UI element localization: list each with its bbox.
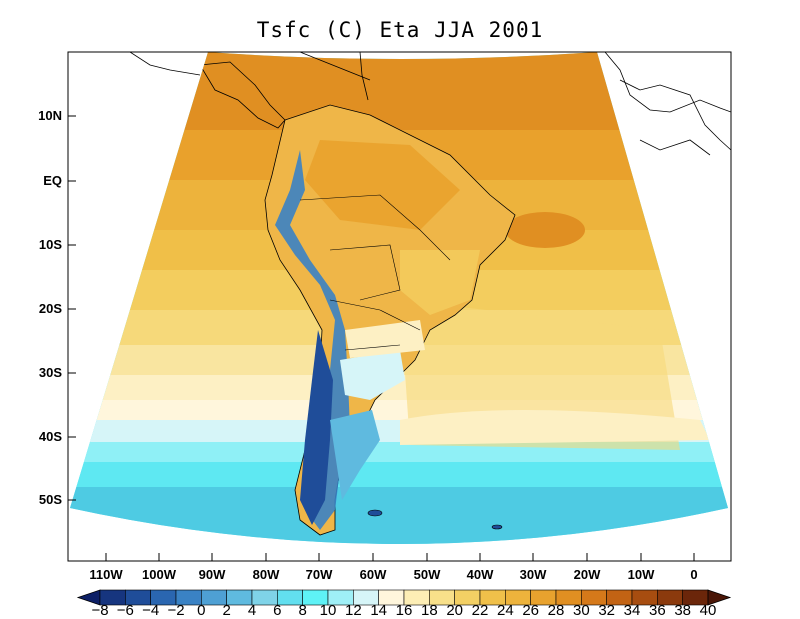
colorbar-label: −8: [91, 602, 109, 619]
lon-label-10w: 10W: [627, 567, 655, 582]
lat-label-30s: 30S: [38, 365, 62, 380]
plot-frame: [67, 51, 732, 562]
colorbar-label: 10: [319, 602, 337, 619]
lat-label-50s: 50S: [38, 492, 62, 507]
lon-label-20w: 20W: [573, 567, 601, 582]
colorbar-label: 20: [446, 602, 463, 619]
lon-label-60w: 60W: [359, 567, 387, 582]
central-america-land: [199, 61, 286, 129]
colorbar-label: 32: [598, 602, 615, 619]
colorbar-label: 8: [298, 602, 307, 619]
lon-ticks: [105, 553, 695, 561]
colorbar-label: 0: [197, 602, 206, 619]
colorbar-label: 16: [395, 602, 413, 619]
colorbar-label: 26: [522, 602, 539, 619]
colorbar-label: 30: [572, 602, 590, 619]
colorbar-label: 22: [471, 602, 489, 619]
colorbar-label: −2: [167, 602, 185, 619]
falklands: [367, 509, 383, 517]
lon-label-80w: 80W: [252, 567, 280, 582]
colorbar-label: −6: [116, 602, 134, 619]
colorbar-label: 6: [273, 602, 282, 619]
lon-label-30w: 30W: [519, 567, 547, 582]
colorbar-label: 4: [247, 602, 257, 619]
colorbar-label: 24: [496, 602, 514, 619]
lon-label-90w: 90W: [198, 567, 226, 582]
lon-label-0: 0: [690, 567, 698, 582]
colorbar-label: 18: [420, 602, 438, 619]
lat-ticks: [68, 115, 76, 501]
lon-label-110w: 110W: [89, 567, 123, 582]
colorbar-label: 14: [370, 602, 387, 619]
lon-label-50w: 50W: [413, 567, 441, 582]
chart-title: Tsfc (C) Eta JJA 2001: [256, 18, 544, 42]
lat-label-40s: 40S: [38, 429, 62, 444]
colorbar-label: 38: [674, 602, 691, 619]
lat-label-20s: 20S: [38, 301, 62, 316]
colorbar-label: 12: [344, 602, 362, 619]
lat-label-eq: EQ: [43, 173, 62, 188]
colorbar-arrow-high: [707, 589, 732, 606]
lat-label-10n: 10N: [38, 108, 62, 123]
colorbar-label: 28: [547, 602, 565, 619]
colorbar-label: −4: [142, 602, 160, 619]
south-america-land: [264, 104, 516, 536]
lat-label-10s: 10S: [38, 237, 62, 252]
colorbar-label: 34: [623, 602, 641, 619]
colorbar-label: 36: [648, 602, 666, 619]
coastlines-outside: [129, 52, 731, 156]
colorbar-label: 2: [222, 602, 231, 619]
colorbar-label: 40: [699, 602, 717, 619]
colorbar: [76, 589, 732, 606]
lon-label-70w: 70W: [305, 567, 333, 582]
lon-label-100w: 100W: [142, 567, 176, 582]
lon-label-40w: 40W: [466, 567, 494, 582]
